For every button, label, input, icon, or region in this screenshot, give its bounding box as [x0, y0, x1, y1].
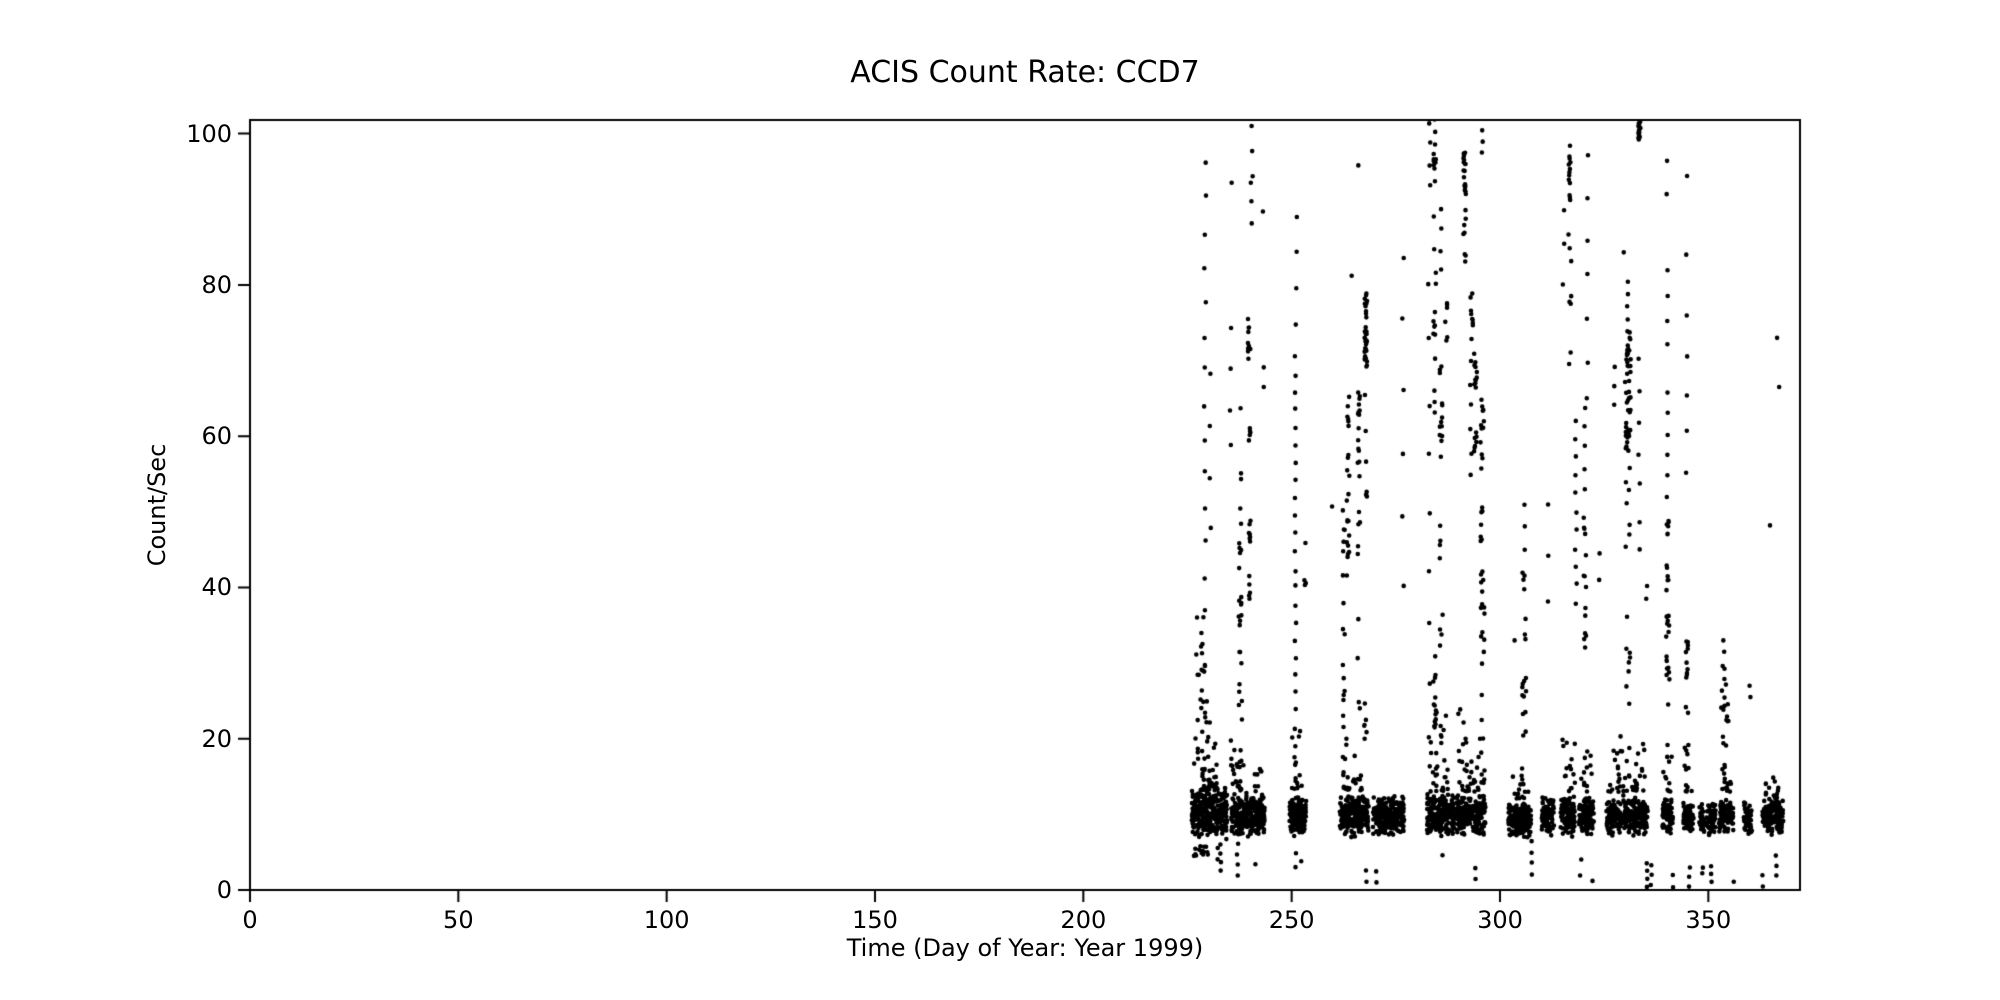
y-tick-label: 0 [216, 876, 232, 904]
y-tick-label: 80 [201, 270, 232, 299]
y-tick-label: 20 [201, 724, 232, 753]
x-tick-label: 50 [443, 906, 474, 934]
x-tick-label: 250 [1268, 906, 1315, 934]
x-tick-label: 350 [1685, 906, 1732, 934]
x-tick-label: 200 [1060, 906, 1107, 934]
y-tick-label: 60 [201, 422, 232, 451]
y-axis-label: Count/Sec [143, 443, 171, 567]
chart-title: ACIS Count Rate: CCD7 [850, 55, 1200, 90]
x-tick-label: 100 [643, 906, 690, 934]
y-tick-label: 40 [201, 573, 232, 602]
x-axis-label: Time (Day of Year: Year 1999) [846, 934, 1204, 962]
x-tick-label: 300 [1477, 906, 1523, 934]
x-tick-label: 150 [852, 906, 898, 934]
x-tick-label: 0 [242, 906, 258, 934]
y-tick-label: 100 [186, 119, 232, 148]
